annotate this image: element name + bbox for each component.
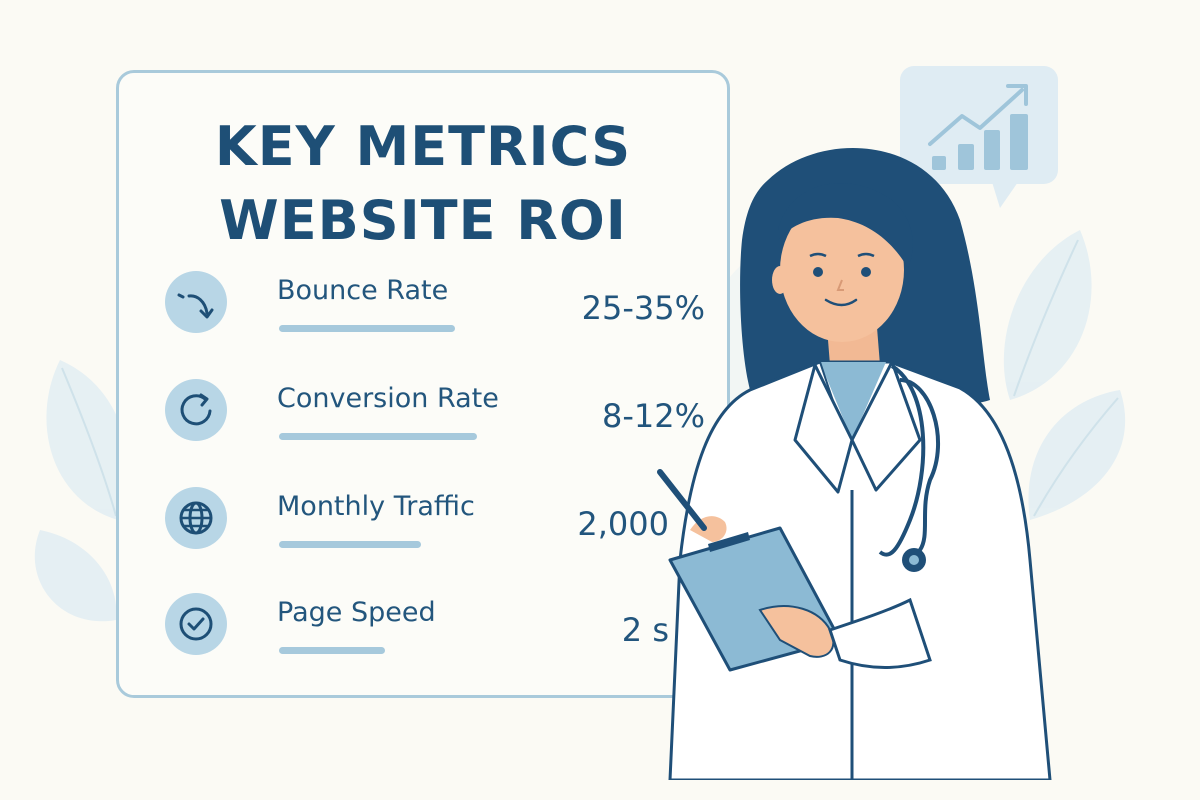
metric-label: Monthly Traffic — [277, 491, 475, 522]
metric-monthly-traffic: Monthly Traffic 2,000 — [165, 487, 705, 591]
leaf-left-bottom — [34, 530, 117, 622]
metric-underline — [279, 541, 421, 548]
metric-underline — [279, 647, 385, 654]
metric-value: 8-12% — [601, 397, 705, 435]
globe-icon — [165, 487, 227, 549]
card-title-line2: WEBSITE ROI — [219, 189, 627, 252]
metric-label: Page Speed — [277, 597, 436, 628]
stethoscope-icon — [878, 364, 926, 557]
card-title-line1: KEY METRICS — [214, 115, 632, 178]
bounce-arrow-icon — [165, 271, 227, 333]
metric-label: Conversion Rate — [277, 383, 499, 414]
doctor-face — [780, 198, 904, 342]
metric-value: 2,000 — [577, 505, 669, 543]
metric-value: 25-35% — [581, 289, 705, 327]
check-icon — [165, 593, 227, 655]
metric-underline — [279, 433, 477, 440]
metric-underline — [279, 325, 455, 332]
doctor-illustration — [657, 147, 1052, 780]
metrics-card: KEY METRICS WEBSITE ROI Bounce Rate 25-3… — [116, 70, 730, 698]
metric-page-speed: Page Speed 2 s — [165, 593, 705, 697]
leaf-right-bottom — [1028, 390, 1126, 520]
leaf-right-top — [1003, 230, 1092, 400]
refresh-icon — [165, 379, 227, 441]
doctor-coat — [668, 360, 1052, 780]
chart-bubble-icon — [900, 66, 1058, 208]
metric-conversion-rate: Conversion Rate 8-12% — [165, 379, 705, 483]
pen-icon — [657, 469, 707, 531]
metric-bounce-rate: Bounce Rate 25-35% — [165, 271, 705, 375]
metric-label: Bounce Rate — [277, 275, 449, 306]
leaf-left-top — [46, 360, 129, 520]
metric-value: 2 s — [621, 611, 669, 649]
